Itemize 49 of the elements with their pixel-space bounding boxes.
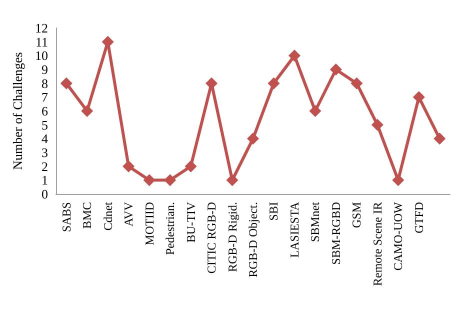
point [268, 77, 280, 90]
x-tick-label: RGB-D Object. [246, 202, 260, 278]
point [184, 160, 197, 172]
point [60, 77, 72, 90]
y-tick-label: 0 [42, 186, 48, 202]
y-tick-label: 6 [42, 104, 48, 118]
x-tick-label: BU-TIV [184, 202, 198, 243]
x-tick-label: CITIC RGB-D [204, 202, 219, 274]
point [412, 91, 425, 104]
point [122, 160, 135, 172]
point [143, 174, 156, 186]
y-tick-label: 5 [42, 117, 48, 132]
y-tick-label: 1 [42, 172, 48, 188]
x-tick-label: GSM [350, 202, 364, 228]
x-tick-label: AVV [122, 202, 136, 226]
y-tick-label: 12 [35, 20, 48, 36]
y-tick-label: 11 [35, 34, 48, 50]
x-tick-label: SBMnet [308, 201, 322, 242]
y-tick-label: 9 [42, 62, 48, 77]
x-tick-label: SBM-RGBD [328, 202, 343, 265]
x-tick-label: Cdnet [100, 201, 115, 231]
y-axis-title: Number of Challenges [10, 52, 26, 170]
x-tick-label: Pedestrian. [163, 202, 178, 255]
point [434, 132, 446, 145]
point [226, 174, 238, 186]
y-tick-label: 8 [42, 76, 48, 91]
x-tick-label: Remote Scene IR [370, 202, 384, 286]
x-tick-label: BMC [80, 202, 94, 229]
point [81, 105, 94, 117]
x-tick-label: RGB-D Rigid. [225, 202, 240, 272]
x-tick-label: MOTIID [142, 202, 156, 246]
x-tick-label: LASIESTA [287, 202, 302, 258]
point [288, 50, 300, 62]
point [330, 64, 342, 76]
point [247, 132, 259, 145]
x-tick-label: SBI [266, 202, 281, 221]
point [392, 174, 404, 186]
y-tick-label: 3 [42, 145, 48, 160]
x-tick-label: CAMO-UOW [391, 201, 406, 271]
y-tick-label: 4 [42, 131, 48, 146]
point [309, 105, 322, 117]
x-tick-label: GTFD [412, 202, 426, 234]
point [350, 77, 363, 90]
point [371, 118, 384, 131]
point [164, 174, 176, 186]
y-tick-label: 2 [42, 158, 48, 174]
x-tick-label: SABS [59, 202, 74, 232]
y-tick-label: 7 [42, 90, 48, 105]
y-tick-label: 10 [35, 48, 48, 64]
